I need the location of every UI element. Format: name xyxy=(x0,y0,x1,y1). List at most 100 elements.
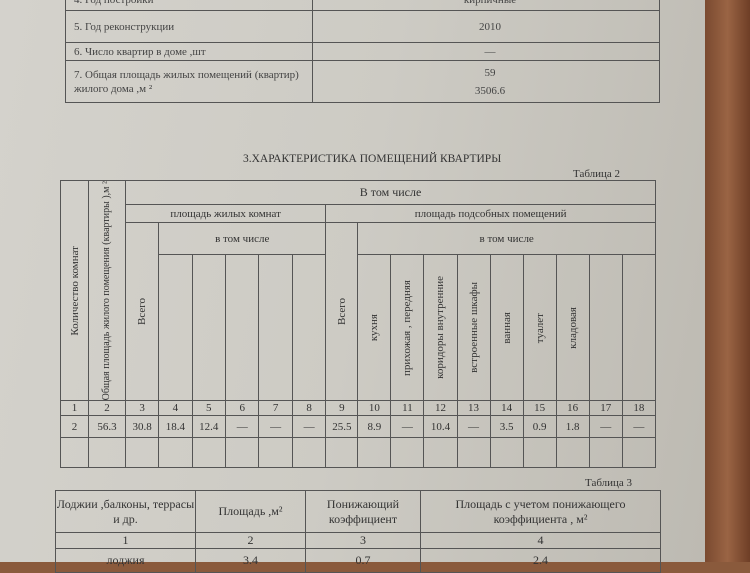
empty-cell xyxy=(390,437,425,469)
table-row: 4. Год постройкикирпичные xyxy=(65,0,660,11)
header-corridors: коридоры внутренние xyxy=(434,276,447,380)
column-number: 18 xyxy=(621,400,657,417)
row-label: 6. Число квартир в доме ,шт xyxy=(65,42,313,61)
column-number: 9 xyxy=(325,400,359,417)
header-storage: кладовая xyxy=(566,306,579,349)
table-row: 7. Общая площадь жилых помещений (кварти… xyxy=(65,60,660,103)
row-label: 5. Год реконструкции xyxy=(65,10,313,43)
header-wardrobes: встроенные шкафы xyxy=(467,282,480,374)
table-cell: — xyxy=(588,415,623,439)
empty-cell xyxy=(522,437,557,469)
table2-caption: Таблица 2 xyxy=(573,168,621,180)
header-adjusted-area: Площадь с учетом понижающего коэффициент… xyxy=(420,490,661,533)
column-number: 5 xyxy=(191,400,227,417)
row-value: — xyxy=(312,42,660,61)
row-value-cell: 59 3506.6 xyxy=(312,60,660,103)
header-kitchen: кухня xyxy=(368,314,381,342)
table-cell: — xyxy=(390,415,425,439)
header-aux-total: Всего xyxy=(335,298,348,326)
header-loggias: Лоджии ,балконы, террасы и др. xyxy=(55,490,196,533)
empty-cell xyxy=(88,437,127,469)
header-living-area: площадь жилых комнат xyxy=(125,204,327,223)
empty-cell xyxy=(357,437,392,469)
section-title: 3.ХАРАКТЕРИСТИКА ПОМЕЩЕНИЙ КВАРТИРЫ xyxy=(243,153,502,165)
column-number: 7 xyxy=(258,400,293,417)
empty-cell xyxy=(59,437,90,469)
column-number: 12 xyxy=(423,400,458,417)
header-rooms-count: Количество комнат xyxy=(68,245,81,336)
wooden-surface xyxy=(705,0,750,562)
header-bathroom: ванная xyxy=(500,312,513,344)
table-row: 5. Год реконструкции 2010 xyxy=(65,10,660,43)
column-number: 2 xyxy=(88,400,127,417)
table-cell: 12.4 xyxy=(191,415,227,439)
cell-coefficient: 0.7 xyxy=(305,548,421,573)
row-label: 7. Общая площадь жилых помещений (кварти… xyxy=(65,60,313,103)
row-label: 4. Год постройки xyxy=(65,0,313,11)
table-cell: — xyxy=(291,415,327,439)
column-numbers-row: 1 2 3 4 5 6 7 8 9 10 11 12 13 14 15 16 17 18 xyxy=(59,400,657,417)
table-cell: 2 xyxy=(59,415,90,439)
table-cell: 56.3 xyxy=(88,415,127,439)
column-number: 13 xyxy=(456,400,491,417)
empty-cell xyxy=(456,437,491,469)
header-living-total: Всего xyxy=(136,298,149,326)
header-aux-incl: в том числе xyxy=(357,221,656,256)
table-cell: 3.5 xyxy=(489,415,524,439)
loggias-table: Лоджии ,балконы, террасы и др. Площадь ,… xyxy=(55,490,661,573)
table-cell: — xyxy=(258,415,293,439)
empty-cell xyxy=(291,437,327,469)
column-number: 11 xyxy=(390,400,425,417)
column-number: 14 xyxy=(489,400,524,417)
table-cell: 30.8 xyxy=(125,415,160,439)
column-number: 17 xyxy=(588,400,623,417)
column-number: 3 xyxy=(305,532,421,549)
empty-cell xyxy=(125,437,160,469)
table-cell: 10.4 xyxy=(423,415,458,439)
column-number: 2 xyxy=(195,532,306,549)
table-row: 6. Число квартир в доме ,шт — xyxy=(65,42,660,61)
header-aux-area: площадь подсобных помещений xyxy=(325,204,656,223)
column-number: 16 xyxy=(555,400,590,417)
header-area: Площадь ,м² xyxy=(195,490,306,533)
table-cell: — xyxy=(456,415,491,439)
column-number: 6 xyxy=(224,400,260,417)
table3-caption: Таблица 3 xyxy=(585,477,633,489)
header-coefficient: Понижающий коэффициент xyxy=(305,490,421,533)
empty-cell xyxy=(325,437,359,469)
building-info-table: 4. Год постройкикирпичные 5. Год реконст… xyxy=(65,0,660,103)
apartment-rooms-table: Количество комнат Общая площадь жилого п… xyxy=(59,179,657,469)
column-number: 3 xyxy=(125,400,160,417)
column-number: 15 xyxy=(522,400,557,417)
table-row: лоджия 3.4 0.7 2.4 xyxy=(55,548,661,573)
empty-cell xyxy=(621,437,657,469)
header-toilet: туалет xyxy=(533,312,546,343)
header-in-total: В том числе xyxy=(125,180,656,205)
row-value: 3506.6 xyxy=(474,84,506,97)
cell-area: 3.4 xyxy=(195,548,306,573)
header-living-incl: в том числе xyxy=(158,221,327,256)
table-cell: 18.4 xyxy=(158,415,193,439)
cell-type: лоджия xyxy=(55,548,196,573)
table-cell: 25.5 xyxy=(325,415,359,439)
column-number: 4 xyxy=(420,532,661,549)
table-cell: 1.8 xyxy=(555,415,590,439)
empty-cell xyxy=(588,437,623,469)
table-cell: — xyxy=(621,415,657,439)
column-number: 1 xyxy=(55,532,196,549)
row-value: 2010 xyxy=(312,10,660,43)
empty-row xyxy=(59,437,657,469)
table-cell: — xyxy=(224,415,260,439)
empty-cell xyxy=(423,437,458,469)
empty-cell xyxy=(258,437,293,469)
column-number: 1 xyxy=(59,400,90,417)
header-total-area: Общая площадь жилого помещения (квартиры… xyxy=(101,181,113,401)
table-cell: 8.9 xyxy=(357,415,392,439)
column-number: 8 xyxy=(291,400,327,417)
column-number: 4 xyxy=(158,400,193,417)
empty-cell xyxy=(489,437,524,469)
empty-cell xyxy=(158,437,193,469)
empty-cell xyxy=(224,437,260,469)
table-row: 2 56.3 30.8 18.4 12.4— — —25.5 8.9—10.4—3.5 0.9 1… xyxy=(59,415,657,439)
table-cell: 0.9 xyxy=(522,415,557,439)
